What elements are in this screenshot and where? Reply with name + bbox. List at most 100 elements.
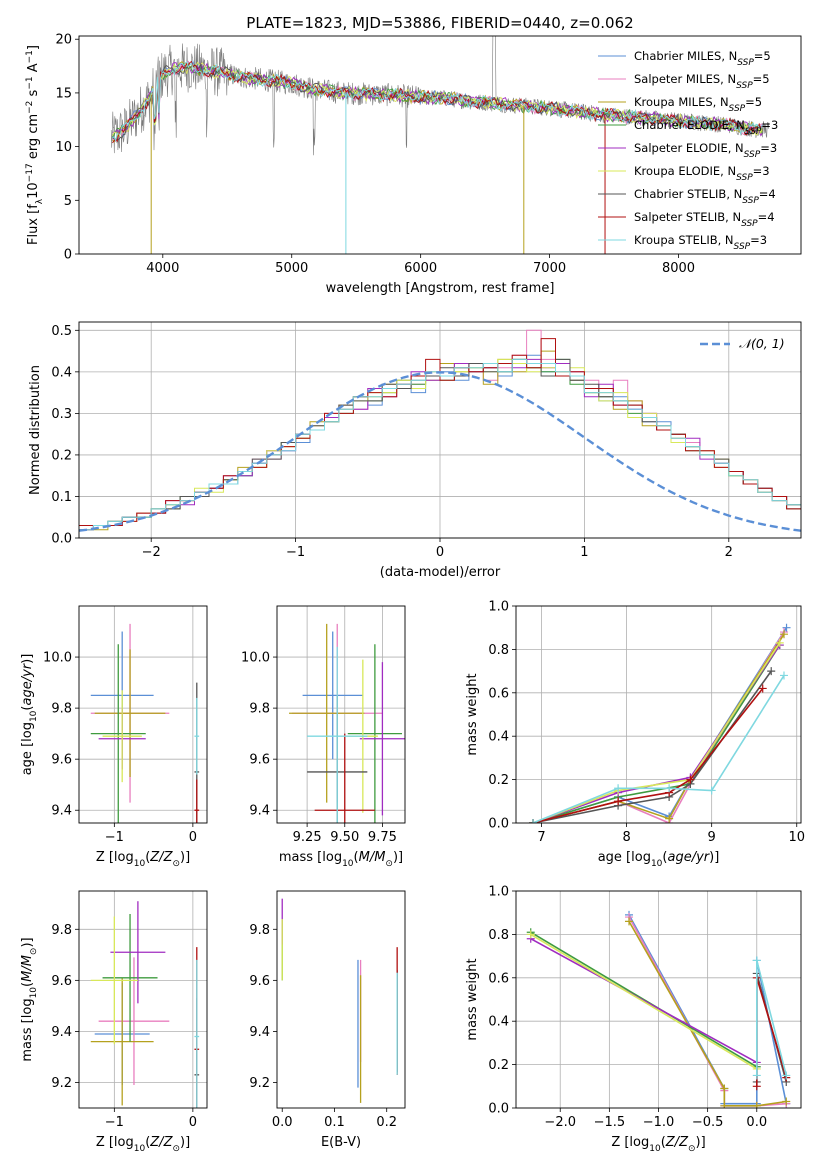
weight-marker-7 [686, 775, 695, 784]
histogram-step-7 [79, 338, 801, 526]
x-tick-label: 9.50 [330, 830, 359, 845]
legend-label-8: Kroupa STELIB, NSSP=3 [634, 233, 767, 252]
x-tick-label: −1 [105, 1115, 124, 1130]
legend-label-normal: 𝒩(0, 1) [739, 336, 785, 351]
chart-age-vs-mass: 9.25 9.50 9.75 9.4 9.6 9.8 10.0 mass [log10(M/M… [241, 605, 406, 869]
axes-frame [276, 890, 406, 1109]
y-tick-label: 0.2 [488, 1058, 509, 1073]
weight-line-5 [532, 642, 781, 823]
chart-age-vs-Z: −1 0 9.4 9.6 9.8 10.0 Z [log10(Z/Z⊙)] age [log1… [20, 605, 208, 869]
x-tick-label: 9.25 [293, 830, 322, 845]
x-tick-label: 7000 [533, 261, 566, 276]
chart-spectrum: 4000 5000 6000 7000 8000 0 5 10 15 20 wavelength [… [25, 33, 802, 296]
weight-marker-6 [767, 667, 776, 676]
plot-area-age-vs-mass [289, 623, 405, 823]
y-tick-label: 0.4 [488, 730, 509, 745]
legend-label-0: Chabrier MILES, NSSP=5 [634, 49, 771, 68]
plot-area-age-vs-Z [90, 623, 200, 823]
weight-line-5 [530, 933, 758, 1070]
spectrum-legend: Chabrier MILES, NSSP=5 Salpeter MILES, NS… [598, 49, 778, 252]
x-axis-label: wavelength [Angstrom, rest frame] [326, 281, 555, 296]
x-tick-label: −1 [286, 545, 305, 560]
x-tick-label: 1 [580, 545, 588, 560]
x-tick-label: 5000 [275, 261, 308, 276]
y-axis-label: mass weight [465, 673, 480, 755]
y-axis-label: Normed distribution [28, 365, 43, 495]
y-axis-label: Flux [fλ10−17 erg cm−2 s−1 A−1] [25, 45, 45, 245]
axes-frame [78, 890, 208, 1109]
x-tick-label: 8000 [662, 261, 695, 276]
weight-marker-8 [782, 1071, 791, 1080]
weight-marker-7 [614, 797, 623, 806]
weight-line-3 [532, 644, 781, 823]
y-tick-label: 0.2 [51, 448, 72, 463]
grid-age-vs-Z [79, 606, 207, 823]
y-tick-label: 9.2 [51, 1076, 72, 1091]
y-tick-label: 10 [55, 140, 72, 155]
y-axis-label: age [log10(age/yr)] [20, 654, 39, 776]
legend-label-7: Salpeter STELIB, NSSP=4 [634, 210, 775, 229]
weight-line-4 [530, 937, 758, 1064]
x-tick-label: 0.0 [746, 1115, 767, 1130]
plot-area-residuals [79, 329, 801, 532]
y-tick-label: 0.0 [51, 532, 72, 547]
chart-mass-vs-Z: −1 0 9.2 9.4 9.6 9.8 Z [log10(Z/Z⊙)] mass [log1… [20, 890, 208, 1154]
y-axis-label: mass [log10(M/M⊙)] [20, 937, 39, 1061]
x-tick-label: −1.5 [594, 1115, 626, 1130]
y-tick-label: 0.1 [51, 490, 72, 505]
normal-reference-curve [79, 371, 801, 532]
y-tick-label: 1.0 [488, 885, 509, 900]
axes-frame [515, 890, 802, 1109]
x-tick-label: 0.0 [272, 1115, 293, 1130]
y-tick-label: 9.8 [249, 702, 270, 717]
weight-marker-7 [752, 1082, 761, 1091]
legend-label-1: Salpeter MILES, NSSP=5 [634, 72, 770, 91]
weight-marker-2 [720, 1101, 729, 1108]
weight-marker-0 [782, 623, 791, 632]
y-tick-label: 0.5 [51, 324, 72, 339]
y-tick-label: 9.2 [249, 1076, 270, 1091]
axes-frame [78, 35, 802, 255]
weight-marker-2 [779, 630, 788, 639]
chart-mass-vs-EBV: 0.0 0.1 0.2 9.2 9.4 9.6 9.8 E(B-V) [249, 890, 406, 1150]
y-tick-label: 0.0 [488, 817, 509, 832]
x-axis-label: mass [log10(M/M⊙)] [279, 850, 403, 869]
weight-marker-8 [614, 784, 623, 793]
y-tick-label: 15 [55, 86, 72, 101]
y-tick-label: 0.8 [488, 928, 509, 943]
x-tick-label: 0.2 [376, 1115, 397, 1130]
y-tick-label: 1.0 [488, 600, 509, 615]
y-tick-label: 9.6 [249, 753, 270, 768]
y-tick-label: 0.0 [488, 1102, 509, 1117]
weight-marker-7 [758, 684, 767, 693]
legend-label-5: Kroupa ELODIE, NSSP=3 [634, 164, 770, 183]
y-tick-label: 20 [55, 33, 72, 48]
chart-weight-vs-age: 7 8 9 10 0.0 0.2 0.4 0.6 0.8 1.0 age [log10(age/yr… [465, 600, 805, 870]
figure-title: PLATE=1823, MJD=53886, FIBERID=0440, z=0… [246, 14, 633, 32]
x-tick-label: 8 [622, 830, 630, 845]
weight-marker-8 [752, 956, 761, 965]
y-tick-label: 0.3 [51, 407, 72, 422]
y-tick-label: 0.2 [488, 773, 509, 788]
y-tick-label: 9.4 [249, 1025, 270, 1040]
weight-marker-8 [779, 671, 788, 680]
y-tick-label: 0 [64, 248, 72, 263]
y-tick-label: 0.6 [488, 971, 509, 986]
legend-label-6: Chabrier STELIB, NSSP=4 [634, 187, 776, 206]
x-tick-label: 9 [708, 830, 716, 845]
y-tick-label: 9.8 [51, 702, 72, 717]
weight-marker-8 [752, 1071, 761, 1080]
x-tick-label: −1.0 [643, 1115, 675, 1130]
plot-area-weight-vs-age [529, 623, 791, 823]
x-axis-label: Z [log10(Z/Z⊙)] [96, 1135, 190, 1154]
y-tick-label: 0.4 [488, 1015, 509, 1030]
y-tick-label: 9.6 [51, 753, 72, 768]
y-tick-label: 9.8 [51, 923, 72, 938]
plot-area-mass-vs-Z [90, 901, 200, 1108]
x-tick-label: 2 [725, 545, 733, 560]
legend-label-3: Chabrier ELODIE, NSSP=3 [634, 118, 778, 137]
x-axis-label: age [log10(age/yr)] [598, 850, 720, 869]
y-tick-label: 9.6 [249, 974, 270, 989]
x-axis-label: E(B-V) [321, 1135, 361, 1150]
